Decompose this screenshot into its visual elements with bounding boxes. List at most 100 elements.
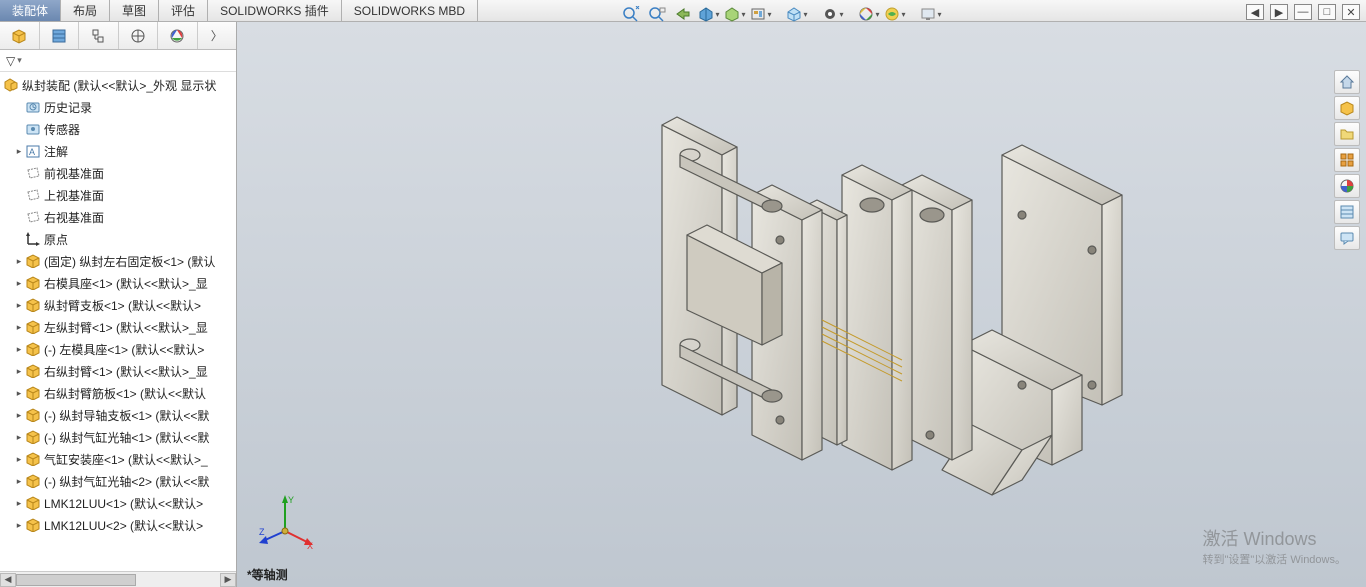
screen-icon[interactable] [920, 4, 942, 24]
part-icon [24, 474, 42, 488]
expander-icon[interactable]: ▸ [14, 366, 24, 377]
previous-view-icon[interactable] [672, 4, 694, 24]
prev-doc-button[interactable]: ◀ [1246, 4, 1264, 20]
scroll-track[interactable] [16, 573, 220, 587]
expander-icon[interactable]: ▸ [14, 498, 24, 509]
watermark-line2: 转到"设置"以激活 Windows。 [1203, 551, 1347, 567]
display-manager-tab[interactable] [158, 22, 198, 49]
tree-item[interactable]: ▸ 右纵封臂<1> (默认<<默认>_显 [0, 360, 236, 382]
tree-item[interactable]: ▸ (-) 纵封气缸光轴<1> (默认<<默 [0, 426, 236, 448]
tree-item[interactable]: ▸LMK12LUU<2> (默认<<默认> [0, 514, 236, 536]
tab-evaluate[interactable]: 评估 [159, 0, 208, 21]
tab-sketch[interactable]: 草图 [110, 0, 159, 21]
close-button[interactable]: ✕ [1342, 4, 1360, 20]
display-style-icon[interactable] [724, 4, 746, 24]
hide-show-icon[interactable] [750, 4, 772, 24]
tab-layout[interactable]: 布局 [61, 0, 110, 21]
tree-item-label: 历史记录 [44, 99, 92, 116]
assembly-icon [2, 78, 20, 92]
zoom-fit-icon[interactable] [620, 4, 642, 24]
expander-icon[interactable]: ▸ [14, 300, 24, 311]
tree-item-label: 左纵封臂<1> (默认<<默认>_显 [44, 319, 208, 336]
expander-icon[interactable]: ▸ [14, 410, 24, 421]
view-palette-icon[interactable] [1334, 148, 1360, 172]
expander-icon[interactable]: ▸ [14, 476, 24, 487]
tree-item-label: (-) 纵封气缸光轴<1> (默认<<默 [44, 429, 209, 446]
tree-item[interactable]: ▸右模具座<1> (默认<<默认>_显 [0, 272, 236, 294]
graphics-viewport[interactable]: Y X Z *等轴测 激活 Windows 转到"设置"以激活 Windows。 [237, 22, 1366, 587]
custom-props-icon[interactable] [1334, 200, 1360, 224]
expander-icon[interactable]: ▸ [14, 388, 24, 399]
tree-item[interactable]: ▸ 纵封臂支板<1> (默认<<默认> [0, 294, 236, 316]
tree-item[interactable]: ▸右视基准面 [0, 206, 236, 228]
home-icon[interactable] [1334, 70, 1360, 94]
feature-tree-tab[interactable] [0, 22, 40, 49]
tree-item-label: 上视基准面 [44, 187, 104, 204]
eye-icon[interactable] [822, 4, 844, 24]
section-view-icon[interactable] [698, 4, 720, 24]
expander-icon[interactable]: ▸ [14, 520, 24, 531]
minimize-button[interactable]: — [1294, 4, 1312, 20]
tree-item-label: 纵封臂支板<1> (默认<<默认> [44, 297, 201, 314]
tree-root[interactable]: 纵封装配 (默认<<默认>_外观 显示状 [0, 74, 236, 96]
expander-icon[interactable]: ▸ [14, 146, 24, 157]
expander-icon[interactable]: ▸ [14, 432, 24, 443]
tab-sw-addins[interactable]: SOLIDWORKS 插件 [208, 0, 342, 21]
tree-item[interactable]: ▸(-) 纵封导轴支板<1> (默认<<默 [0, 404, 236, 426]
svg-text:Y: Y [288, 495, 294, 505]
configuration-tab[interactable] [79, 22, 119, 49]
part-icon [24, 408, 42, 422]
forum-icon[interactable] [1334, 226, 1360, 250]
part-icon [24, 496, 42, 510]
tree-item-label: 右纵封臂<1> (默认<<默认>_显 [44, 363, 208, 380]
tree-item[interactable]: ▸传感器 [0, 118, 236, 140]
tree-item-label: 注解 [44, 143, 68, 160]
view-orientation-icon[interactable] [786, 4, 808, 24]
tree-item[interactable]: ▸历史记录 [0, 96, 236, 118]
zoom-area-icon[interactable] [646, 4, 668, 24]
tree-item[interactable]: ▸ (-) 左模具座<1> (默认<<默认> [0, 338, 236, 360]
scroll-right-button[interactable]: ▶ [220, 573, 236, 587]
expander-icon[interactable]: ▸ [14, 344, 24, 355]
panel-expand-tab[interactable]: 〉 [198, 22, 237, 49]
sensor-icon [24, 122, 42, 136]
tree-item[interactable]: ▸ 左纵封臂<1> (默认<<默认>_显 [0, 316, 236, 338]
svg-text:X: X [307, 541, 313, 551]
scroll-left-button[interactable]: ◀ [0, 573, 16, 587]
dimxpert-tab[interactable] [119, 22, 159, 49]
view-triad[interactable]: Y X Z [257, 491, 317, 551]
scroll-thumb[interactable] [16, 574, 136, 586]
expander-icon[interactable]: ▸ [14, 322, 24, 333]
file-explorer-icon[interactable] [1334, 122, 1360, 146]
scene-icon[interactable] [884, 4, 906, 24]
tree-item[interactable]: ▸LMK12LUU<1> (默认<<默认> [0, 492, 236, 514]
tree-item[interactable]: ▸上视基准面 [0, 184, 236, 206]
tree-item-label: 原点 [44, 231, 68, 248]
tree-item[interactable]: ▸(固定) 纵封左右固定板<1> (默认 [0, 250, 236, 272]
tree-item[interactable]: ▸原点 [0, 228, 236, 250]
tree-scrollbar[interactable]: ◀ ▶ [0, 571, 236, 587]
tree-item[interactable]: ▸(-) 纵封气缸光轴<2> (默认<<默 [0, 470, 236, 492]
appearance-icon[interactable] [858, 4, 880, 24]
expander-icon[interactable]: ▸ [14, 278, 24, 289]
plane-icon [24, 188, 42, 202]
annot-icon: A [24, 144, 42, 158]
appearances-icon[interactable] [1334, 174, 1360, 198]
tree-item-label: 气缸安装座<1> (默认<<默认>_ [44, 451, 208, 468]
resources-icon[interactable] [1334, 96, 1360, 120]
tree-item[interactable]: ▸右纵封臂筋板<1> (默认<<默认 [0, 382, 236, 404]
tree-filter[interactable]: ▽ [0, 50, 236, 72]
tree-item[interactable]: ▸ 气缸安装座<1> (默认<<默认>_ [0, 448, 236, 470]
expander-icon[interactable]: ▸ [14, 256, 24, 267]
model-render [237, 22, 1366, 587]
maximize-button[interactable]: □ [1318, 4, 1336, 20]
part-icon [24, 320, 42, 334]
tree-item-label: (-) 左模具座<1> (默认<<默认> [44, 341, 204, 358]
tree-item[interactable]: ▸A注解 [0, 140, 236, 162]
next-doc-button[interactable]: ▶ [1270, 4, 1288, 20]
property-manager-tab[interactable] [40, 22, 80, 49]
tab-sw-mbd[interactable]: SOLIDWORKS MBD [342, 0, 478, 21]
tab-assembly[interactable]: 装配体 [0, 0, 61, 21]
tree-item[interactable]: ▸前视基准面 [0, 162, 236, 184]
expander-icon[interactable]: ▸ [14, 454, 24, 465]
